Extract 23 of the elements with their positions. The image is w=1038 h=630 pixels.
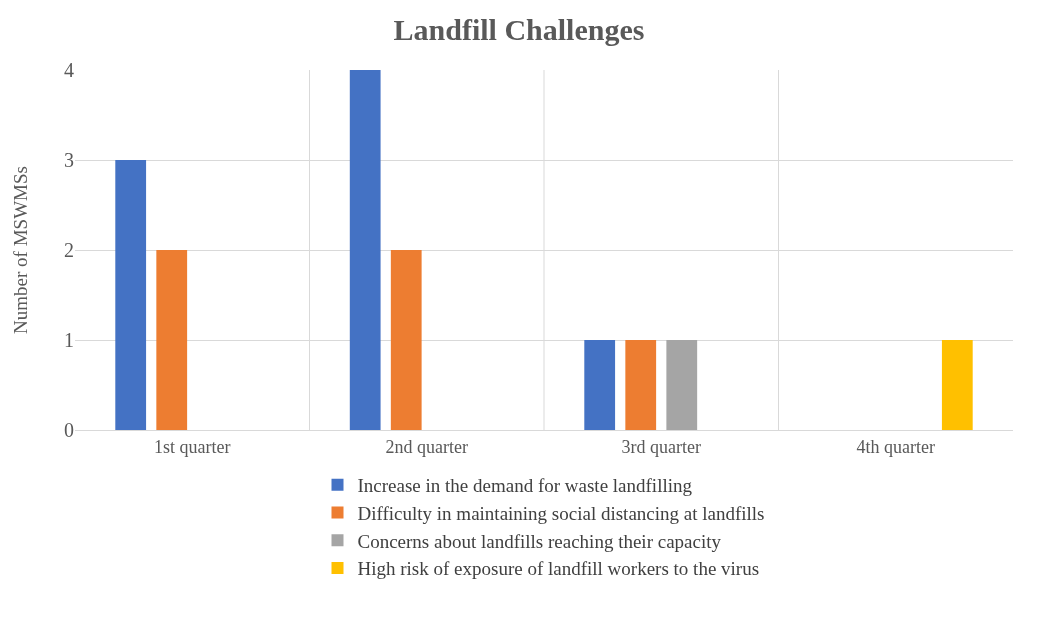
legend-label: High risk of exposure of landfill workers to the virus xyxy=(357,558,760,580)
legend-label: Increase in the demand for waste landfilling xyxy=(357,475,693,497)
bar xyxy=(625,340,657,430)
bar xyxy=(349,70,381,430)
y-axis-title: Number of MSWMSs xyxy=(10,166,31,334)
x-tick-label: 4th quarter xyxy=(856,436,935,457)
chart-title: Landfill Challenges xyxy=(393,12,645,46)
bar xyxy=(390,250,422,430)
y-tick-label: 2 xyxy=(64,239,74,261)
bar xyxy=(115,160,147,430)
y-tick-label: 4 xyxy=(64,59,74,81)
bar xyxy=(666,340,698,430)
bar xyxy=(941,340,973,430)
x-tick-label: 2nd quarter xyxy=(385,436,468,457)
y-tick-label: 3 xyxy=(64,149,74,171)
legend-label: Difficulty in maintaining social distancing at landfills xyxy=(357,502,765,524)
legend-label: Concerns about landfills reaching their capacity xyxy=(357,530,722,552)
bar xyxy=(156,250,188,430)
x-tick-label: 3rd quarter xyxy=(621,436,701,457)
y-tick-label: 1 xyxy=(64,329,74,351)
y-tick-label: 0 xyxy=(64,419,74,441)
bar xyxy=(584,340,616,430)
x-tick-label: 1st quarter xyxy=(154,436,231,457)
